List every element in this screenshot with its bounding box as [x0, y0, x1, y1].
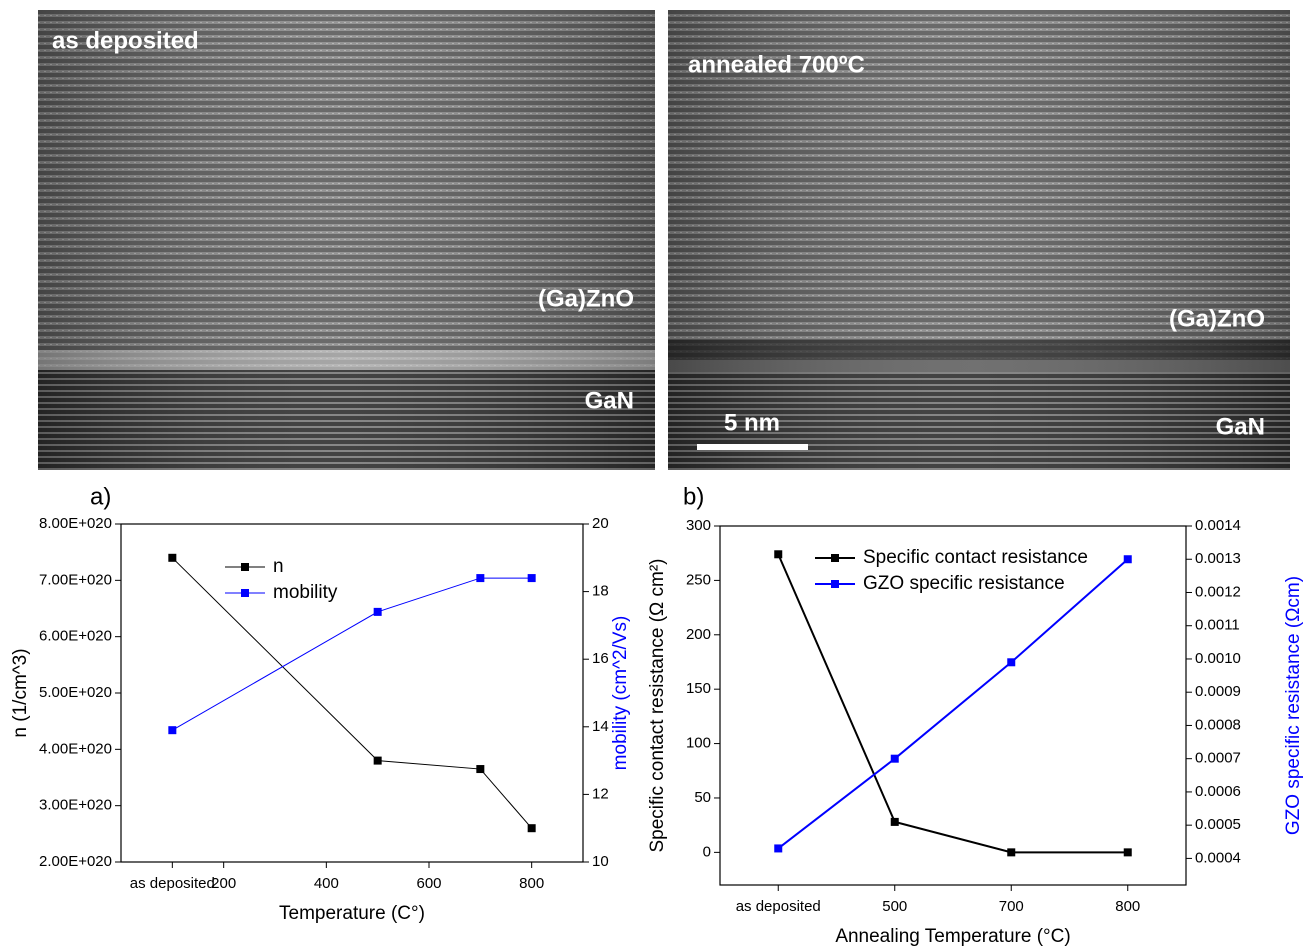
- y2-axis-label: mobility (cm^2/Vs): [610, 616, 631, 771]
- x-tick-label: 700: [999, 898, 1024, 915]
- y-tick-label: 7.00E+020: [39, 571, 112, 588]
- data-marker: [168, 726, 177, 735]
- y2-tick-label: 20: [592, 515, 609, 532]
- tem-image-left: [38, 10, 655, 470]
- data-marker: [476, 765, 485, 774]
- data-marker: [774, 550, 783, 559]
- y2-tick-label: 0.0008: [1195, 716, 1241, 733]
- data-marker: [774, 844, 783, 853]
- image-label: GaN: [1216, 413, 1265, 440]
- y2-tick-label: 0.0005: [1195, 816, 1241, 833]
- y2-tick-label: 0.0012: [1195, 583, 1241, 600]
- image-label: annealed 700ºC: [688, 51, 865, 78]
- y-tick-label: 50: [694, 789, 711, 806]
- image-label: as deposited: [52, 27, 199, 54]
- data-marker: [373, 607, 382, 616]
- data-marker: [890, 817, 899, 826]
- y2-tick-label: 0.0009: [1195, 683, 1241, 700]
- data-marker: [168, 553, 177, 562]
- data-marker: [1007, 848, 1016, 857]
- image-label: (Ga)ZnO: [1169, 305, 1265, 332]
- series-line: [777, 558, 1129, 850]
- y-axis-label: n (1/cm^3): [10, 648, 31, 737]
- legend-marker: [241, 589, 249, 597]
- legend-marker: [241, 563, 249, 571]
- y2-axis-label: GZO specific resistance (Ωcm): [1283, 576, 1304, 835]
- y-tick-label: 150: [686, 680, 711, 697]
- y-tick-label: 6.00E+020: [39, 628, 112, 645]
- x-tick-label: 500: [882, 898, 907, 915]
- y-tick-label: 200: [686, 626, 711, 643]
- legend-label: n: [273, 556, 284, 577]
- x-tick-label: as deposited: [736, 898, 821, 915]
- y-tick-label: 0: [703, 843, 711, 860]
- legend-label: mobility: [273, 582, 338, 603]
- data-marker: [890, 754, 899, 763]
- y-tick-label: 5.00E+020: [39, 684, 112, 701]
- y2-tick-label: 0.0006: [1195, 783, 1241, 800]
- data-marker: [1123, 555, 1132, 564]
- x-tick-label: 200: [211, 875, 236, 892]
- legend-label: Specific contact resistance: [863, 547, 1088, 568]
- panel-label: b): [683, 483, 704, 510]
- y2-tick-label: 10: [592, 853, 609, 870]
- y-axis-label: Specific contact resistance (Ω cm²): [647, 558, 668, 852]
- x-tick-label: as deposited: [130, 875, 215, 892]
- y-tick-label: 8.00E+020: [39, 515, 112, 532]
- x-tick-label: 800: [519, 875, 544, 892]
- data-marker: [1123, 848, 1132, 857]
- data-marker: [476, 574, 485, 583]
- image-label: GaN: [585, 387, 634, 414]
- y-tick-label: 3.00E+020: [39, 797, 112, 814]
- y2-tick-label: 16: [592, 650, 609, 667]
- x-axis-label: Temperature (C°): [279, 903, 425, 924]
- x-axis-label: Annealing Temperature (°C): [835, 926, 1070, 947]
- y-tick-label: 100: [686, 735, 711, 752]
- legend-marker: [831, 580, 839, 588]
- y2-tick-label: 0.0004: [1195, 849, 1241, 866]
- y2-tick-label: 0.0010: [1195, 650, 1241, 667]
- legend-label: GZO specific resistance: [863, 573, 1065, 594]
- series-line: [172, 577, 532, 731]
- y-tick-label: 4.00E+020: [39, 740, 112, 757]
- plot-frame: [719, 525, 1187, 886]
- series-line: [171, 557, 533, 829]
- series-line: [777, 553, 1128, 854]
- y2-tick-label: 12: [592, 785, 609, 802]
- data-marker: [373, 756, 382, 765]
- y-tick-label: 300: [686, 517, 711, 534]
- legend-marker: [831, 554, 839, 562]
- data-marker: [527, 574, 536, 583]
- tem-image-right: [668, 10, 1290, 470]
- y2-tick-label: 0.0007: [1195, 750, 1241, 767]
- y-tick-label: 250: [686, 571, 711, 588]
- y-tick-label: 2.00E+020: [39, 853, 112, 870]
- y2-tick-label: 18: [592, 583, 609, 600]
- y2-tick-label: 0.0011: [1195, 617, 1240, 634]
- plot-frame: [120, 523, 584, 863]
- x-tick-label: 400: [314, 875, 339, 892]
- x-tick-label: 600: [416, 875, 441, 892]
- y2-tick-label: 0.0013: [1195, 550, 1241, 567]
- panel-label: a): [90, 483, 111, 510]
- data-marker: [527, 824, 536, 833]
- scale-bar-label: 5 nm: [724, 409, 780, 436]
- y2-tick-label: 0.0014: [1195, 517, 1241, 534]
- data-marker: [1007, 658, 1016, 667]
- image-label: (Ga)ZnO: [538, 285, 634, 312]
- y2-tick-label: 14: [592, 718, 609, 735]
- x-tick-label: 800: [1115, 898, 1140, 915]
